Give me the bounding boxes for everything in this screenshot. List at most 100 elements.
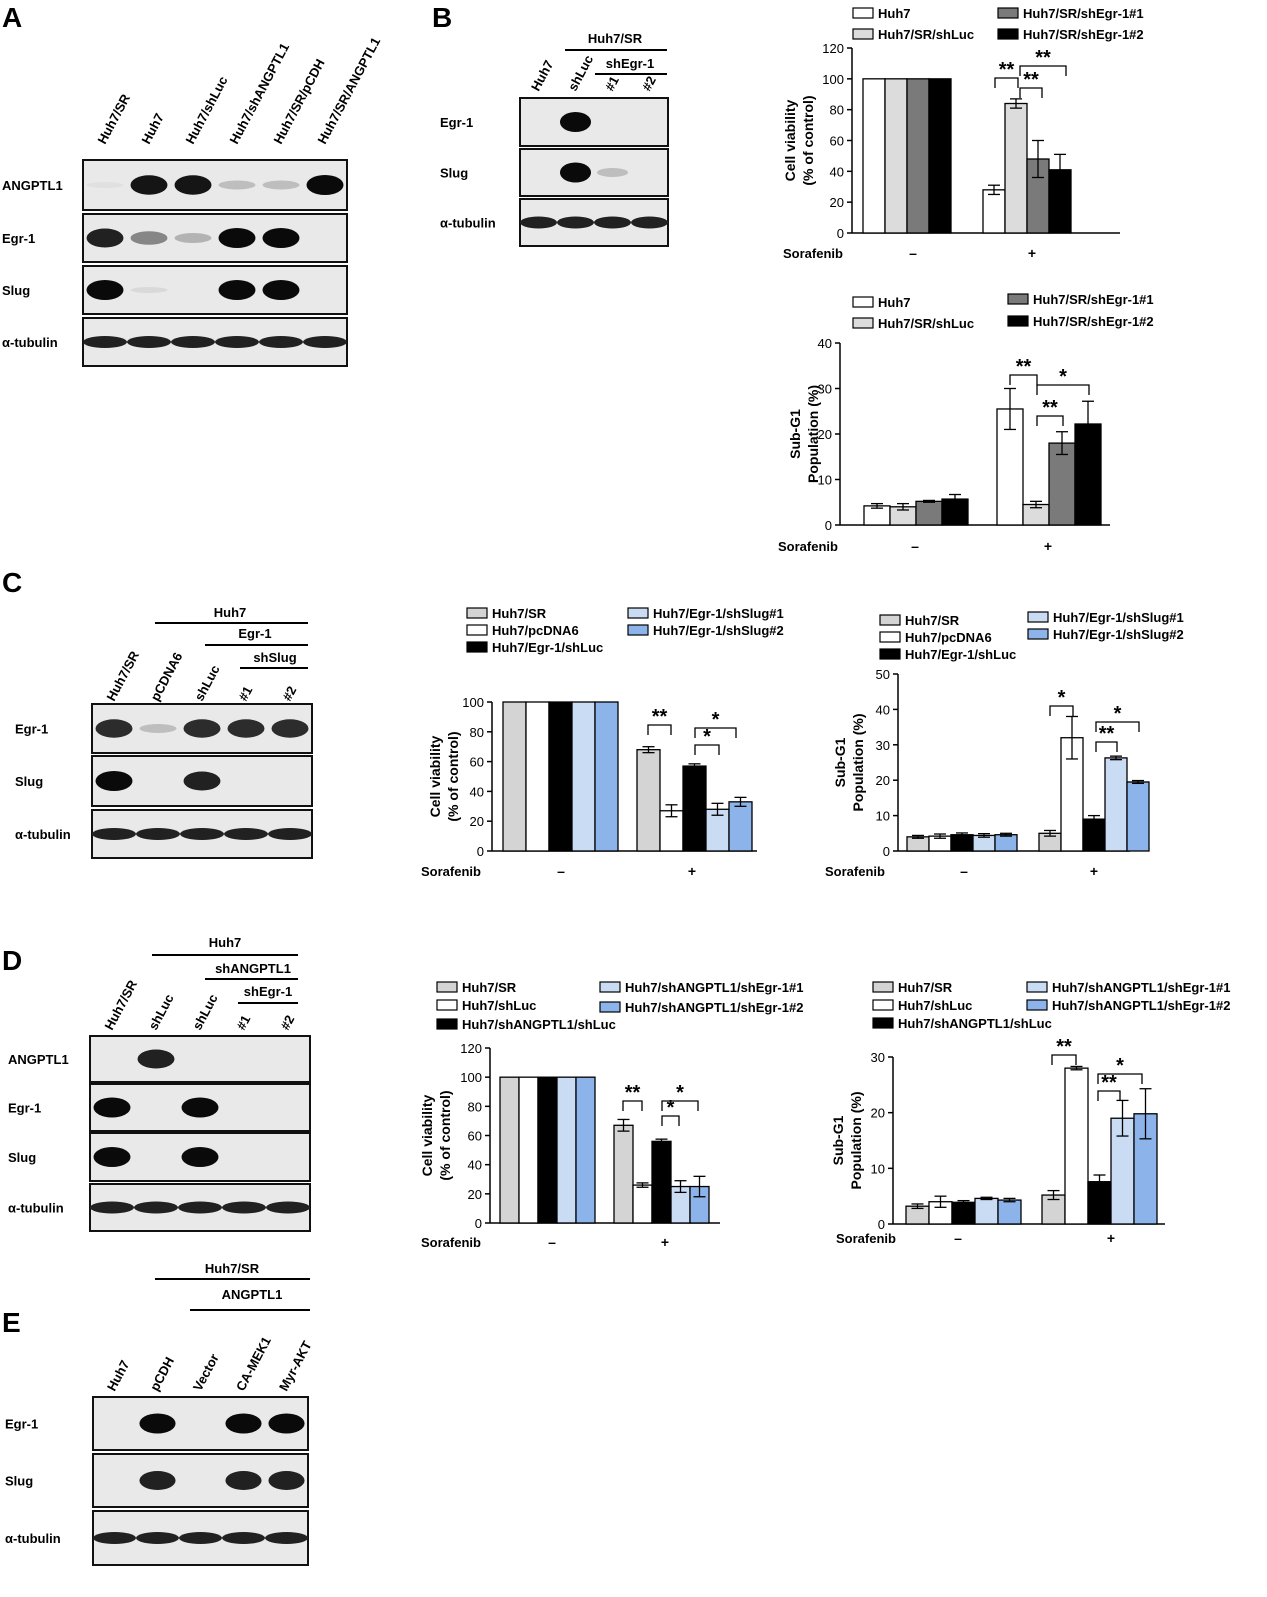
x-axis-label: Sorafenib — [825, 864, 885, 879]
legend-label: Huh7/SR/shLuc — [878, 316, 974, 331]
row-label: Slug — [5, 1474, 33, 1489]
legend-label: Huh7/Egr-1/shSlug#2 — [1053, 627, 1184, 642]
y-tick-label: 120 — [460, 1041, 482, 1056]
blot-a: Huh7/SR Huh7 Huh7/shLucHuh7/shANGPTL1Huh7/… — [2, 35, 383, 367]
significance-bracket — [1095, 721, 1140, 732]
bar — [651, 1140, 672, 1224]
category-label: – — [954, 1230, 962, 1246]
blot-band — [559, 112, 592, 132]
y-tick-label: 20 — [876, 773, 890, 788]
blot-band — [181, 1097, 219, 1118]
significance-mark: * — [1058, 687, 1066, 709]
row-label: Slug — [440, 166, 468, 181]
blot-band — [93, 1532, 136, 1544]
category-label: + — [1107, 1230, 1115, 1246]
significance-mark: ** — [625, 1082, 641, 1104]
blot-d: Huh7/SR shLuc shLuc #1 #2ANGPTL1Egr-1Slugα-t… — [8, 977, 311, 1232]
row-label: Egr-1 — [440, 115, 473, 130]
y-tick-label: 20 — [468, 1187, 482, 1202]
blot-band — [594, 216, 631, 229]
y-tick-label: 0 — [837, 226, 844, 241]
bar — [862, 78, 886, 234]
x-axis-label: Sorafenib — [421, 864, 481, 879]
lane-label: pCDH — [147, 1354, 177, 1393]
y-tick-label: 0 — [883, 844, 890, 859]
blot-band — [268, 1413, 305, 1434]
legend-label: Huh7 — [878, 295, 911, 310]
blot-band — [215, 336, 259, 348]
blot-band — [225, 1413, 262, 1434]
y-axis-label: Sub-G1 — [832, 737, 848, 787]
y-axis-label: Population (%) — [805, 385, 821, 483]
y-tick-label: 100 — [822, 72, 844, 87]
blot-band — [271, 719, 309, 738]
significance-bracket — [661, 1115, 680, 1126]
category-label: – — [911, 538, 919, 554]
blot-c-group-mid: Egr-1 — [238, 626, 271, 641]
blot-band — [225, 1471, 262, 1490]
blot-band — [139, 724, 177, 733]
blot-d-group-sub: shEgr-1 — [244, 984, 292, 999]
y-tick-label: 60 — [830, 134, 844, 149]
significance-bracket — [1097, 1073, 1143, 1084]
blot-d-group-mid: shANGPTL1 — [215, 961, 291, 976]
lane-label: Huh7/SR/ANGPTL1 — [314, 35, 383, 147]
row-label: ANGPTL1 — [2, 178, 63, 193]
lane-label: Huh7 — [104, 1358, 133, 1394]
legend-swatch — [872, 999, 894, 1011]
lane-label: Vector — [190, 1351, 222, 1393]
blot-band — [130, 231, 168, 245]
blot-band — [93, 1147, 131, 1167]
bar — [884, 78, 908, 234]
blot-band — [520, 216, 557, 229]
legend-label: Huh7/SR/shLuc — [878, 27, 974, 42]
blot-band — [262, 180, 300, 190]
y-axis-label: Population (%) — [848, 1092, 864, 1190]
bar — [594, 701, 619, 852]
blot-band — [83, 336, 127, 348]
legend-label: Huh7/SR/shEgr-1#1 — [1023, 6, 1144, 21]
bar — [951, 1201, 976, 1225]
legend-label: Huh7/Egr-1/shLuc — [492, 640, 603, 655]
blot-b-group-top: Huh7/SR — [588, 31, 643, 46]
y-tick-label: 40 — [830, 164, 844, 179]
significance-bracket — [1036, 384, 1090, 395]
blot-band — [266, 1201, 310, 1214]
blot-band — [171, 336, 215, 348]
blot-band — [262, 280, 300, 300]
blot-band — [222, 1532, 265, 1544]
blot-band — [227, 719, 265, 738]
legend-label: Huh7/SR/shEgr-1#1 — [1033, 292, 1154, 307]
blot-band — [130, 287, 168, 293]
y-tick-label: 100 — [462, 695, 484, 710]
lane-label: CA-MEK1 — [233, 1334, 274, 1393]
y-axis-label: Population (%) — [850, 714, 866, 812]
blot-band — [180, 828, 224, 840]
legend-label: Huh7 — [878, 6, 911, 21]
significance-mark: * — [1114, 703, 1122, 725]
blot-strip — [519, 97, 669, 147]
legend-label: Huh7/shLuc — [898, 998, 972, 1013]
y-tick-label: 20 — [818, 427, 832, 442]
blot-band — [174, 175, 212, 195]
y-tick-label: 10 — [876, 809, 890, 824]
panel-letter-e: E — [2, 1307, 21, 1338]
legend-swatch — [852, 28, 874, 40]
blot-strip — [519, 148, 669, 197]
legend-swatch — [466, 641, 488, 653]
blot-c-group-top: Huh7 — [214, 605, 247, 620]
bar — [632, 1184, 653, 1224]
y-tick-label: 60 — [468, 1129, 482, 1144]
blot-c-headers: Huh7 Egr-1 shSlug — [155, 605, 308, 669]
lane-label: Huh7/SR — [101, 977, 140, 1032]
blot-band — [134, 1201, 178, 1214]
bar — [728, 801, 753, 852]
lane-label: shLuc — [565, 53, 596, 94]
lane-label: #1 — [235, 684, 255, 704]
blot-band — [127, 336, 171, 348]
blot-band — [139, 1471, 176, 1490]
row-label: Egr-1 — [8, 1101, 41, 1116]
legend-swatch — [436, 981, 458, 993]
blot-band — [303, 336, 347, 348]
bar — [1104, 757, 1128, 852]
